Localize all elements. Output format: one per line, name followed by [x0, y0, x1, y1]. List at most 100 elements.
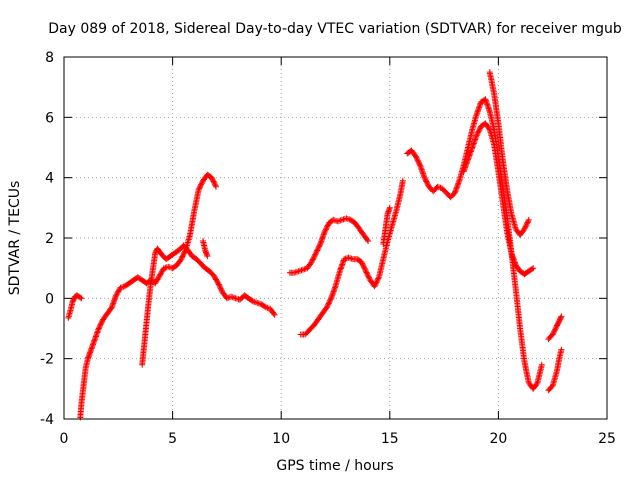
data-point: [217, 284, 224, 291]
data-point: [212, 182, 219, 189]
data-point: [322, 226, 329, 233]
data-point: [77, 294, 84, 301]
data-point: [525, 218, 532, 225]
data-point: [399, 177, 406, 184]
data-point: [373, 279, 380, 286]
data-point: [361, 265, 368, 272]
data-point: [326, 299, 333, 306]
y-axis-title: SDTVAR / TECUs: [7, 181, 23, 296]
axis-ticks: 0 5 10 15 20 25 -4 -2 0 2 4 6 8: [40, 50, 616, 447]
series-arc-7: [460, 120, 536, 278]
data-point: [523, 222, 530, 229]
data-point: [271, 311, 278, 318]
data-point: [325, 301, 332, 308]
data-point: [213, 277, 220, 284]
series-arc-1: [65, 292, 84, 321]
data-point: [557, 314, 564, 321]
y-tick-label: 0: [45, 291, 54, 307]
data-point: [204, 253, 211, 260]
data-point: [558, 346, 565, 353]
data-point: [211, 181, 218, 188]
data-point: [312, 251, 319, 258]
data-point: [216, 282, 223, 289]
data-point: [96, 324, 103, 331]
data-point: [195, 186, 202, 193]
series-arc-5b: [380, 206, 393, 247]
data-point: [211, 179, 218, 186]
x-tick-label: 10: [272, 431, 290, 447]
data-point: [313, 248, 320, 255]
data-point: [210, 178, 217, 185]
data-point: [421, 174, 428, 181]
y-tick-label: -2: [40, 352, 54, 368]
data-point: [365, 238, 372, 244]
data-point: [363, 269, 370, 276]
x-tick-label: 15: [381, 431, 399, 447]
y-tick-label: 2: [45, 231, 54, 247]
data-point: [522, 223, 529, 230]
data-point: [476, 126, 483, 132]
data-point: [424, 181, 431, 188]
series-arc-3b: [200, 238, 210, 258]
data-point: [198, 181, 205, 188]
data-point: [533, 381, 540, 387]
data-point: [414, 157, 421, 164]
data-point: [315, 244, 322, 251]
y-tick-label: 8: [45, 50, 54, 66]
data-point: [473, 132, 480, 139]
series-arc-5: [297, 179, 406, 338]
data-point: [371, 283, 378, 290]
data-point: [314, 247, 321, 254]
data-point: [316, 242, 323, 249]
data-point: [197, 182, 204, 189]
data-point: [552, 326, 559, 333]
data-point: [321, 229, 328, 235]
data-point: [416, 160, 422, 166]
data-point: [113, 291, 120, 298]
data-point: [360, 263, 367, 269]
data-point: [413, 154, 420, 161]
data-point: [323, 225, 330, 232]
data-point: [213, 183, 219, 190]
data-point: [362, 268, 369, 275]
data-points: [65, 69, 565, 421]
series-arc-4: [286, 215, 371, 276]
data-point: [322, 227, 329, 234]
data-point: [308, 259, 315, 266]
data-point: [78, 295, 85, 302]
data-point: [523, 220, 530, 227]
data-point: [414, 156, 421, 163]
data-point: [359, 260, 366, 267]
data-point: [313, 250, 319, 257]
data-point: [198, 180, 205, 187]
data-point: [327, 296, 334, 303]
data-point: [549, 331, 556, 338]
y-tick-label: -4: [40, 412, 54, 428]
series-arc-8: [486, 69, 532, 238]
data-point: [95, 325, 102, 332]
data-point: [324, 222, 331, 229]
x-tick-label: 0: [60, 431, 69, 447]
series-arc-2: [77, 171, 219, 421]
data-point: [538, 361, 545, 368]
x-axis-title: GPS time / hours: [276, 458, 393, 474]
y-tick-label: 4: [45, 171, 54, 187]
data-point: [372, 280, 379, 287]
data-point: [179, 253, 186, 260]
x-tick-label: 25: [598, 431, 616, 447]
data-point: [311, 254, 318, 260]
data-point: [98, 320, 105, 327]
series-arc-3: [139, 242, 277, 368]
series-arc-9b: [545, 314, 564, 343]
data-point: [525, 216, 532, 223]
data-point: [208, 174, 215, 181]
data-point: [485, 125, 492, 132]
data-point: [178, 254, 185, 261]
data-point: [97, 321, 104, 328]
data-point: [181, 249, 188, 256]
series-arc-9: [545, 348, 564, 394]
data-point: [424, 179, 430, 186]
data-point: [325, 300, 332, 307]
data-point: [218, 286, 225, 293]
data-point: [359, 261, 366, 268]
